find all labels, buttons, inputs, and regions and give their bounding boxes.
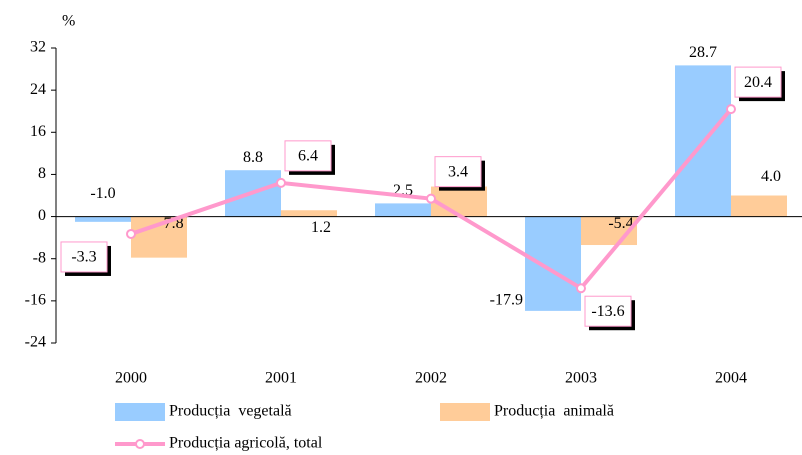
x-tick-label: 2000 [115, 370, 147, 387]
y-tick-label: -8 [33, 249, 46, 266]
line-value-label: -3.3 [71, 249, 96, 266]
y-tick-label: 32 [30, 39, 46, 56]
line-value-label: 6.4 [298, 148, 318, 165]
x-tick-label: 2002 [415, 370, 447, 387]
label-box [284, 140, 332, 172]
line-marker [576, 283, 586, 294]
y-axis-unit: % [62, 13, 75, 30]
label-box [734, 66, 782, 98]
bar-value-label: 1.2 [311, 219, 331, 236]
bar [281, 210, 337, 217]
legend-label: Producția animală [494, 403, 614, 420]
bar-value-label: -17.9 [490, 292, 523, 309]
x-tick-label: 2004 [715, 370, 747, 387]
y-tick-label: 16 [30, 123, 46, 140]
bar [375, 203, 431, 217]
bar [431, 186, 487, 217]
bar [731, 195, 787, 217]
line-value-label: 20.4 [744, 74, 772, 91]
legend-marker [135, 439, 145, 449]
x-tick-label: 2003 [565, 370, 597, 387]
legend-label: Producția vegetală [169, 403, 292, 420]
bar [525, 216, 581, 311]
bar-value-label: -5.4 [608, 215, 633, 232]
line-marker [276, 177, 286, 188]
label-box [584, 295, 632, 327]
label-box [434, 156, 482, 188]
label-box [60, 241, 108, 273]
y-tick-label: -24 [25, 334, 46, 351]
line-value-label: 3.4 [448, 163, 468, 180]
legend-label: Producția agricolă, total [169, 435, 323, 452]
bar-value-label: 8.8 [243, 149, 263, 166]
line-marker [726, 104, 736, 115]
bar [75, 216, 131, 222]
x-tick-label: 2001 [265, 370, 297, 387]
y-tick-label: -16 [25, 292, 46, 309]
bar-value-label: 28.7 [689, 44, 717, 61]
y-tick-label: 24 [30, 81, 46, 98]
legend-swatch [440, 403, 490, 421]
bar-value-label: 4.0 [761, 168, 781, 185]
y-tick-label: 8 [38, 165, 46, 182]
y-tick-label: 0 [38, 207, 46, 224]
line-value-label: -13.6 [591, 303, 624, 320]
line-marker [426, 193, 436, 204]
line-marker [126, 228, 136, 239]
legend-swatch [115, 403, 165, 421]
bar-value-label: -1.0 [90, 185, 115, 202]
